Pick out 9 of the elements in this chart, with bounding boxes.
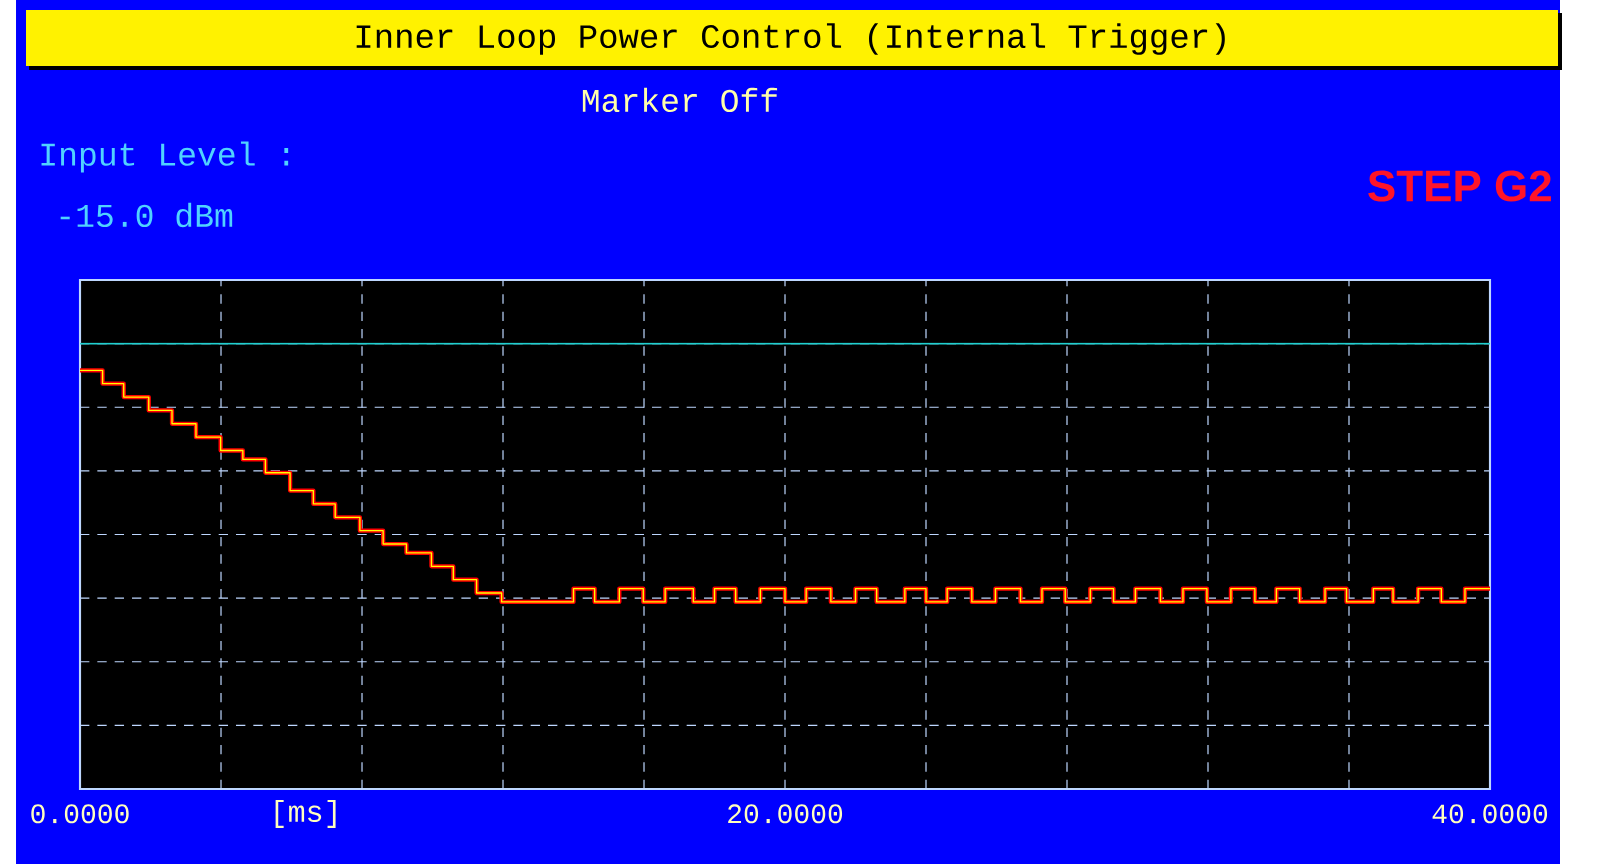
chart-subtitle: Marker Off bbox=[582, 87, 778, 113]
x-tick-label: 0.0000 bbox=[31, 804, 129, 824]
x-axis-title: [ms] bbox=[275, 799, 336, 828]
text: -15.0 dBm bbox=[60, 202, 233, 228]
chart-title: Inner Loop Power Control (Internal Trigger) bbox=[356, 23, 1225, 55]
text: STEP G2 bbox=[1368, 170, 1551, 202]
x-tick-label: 40.0000 bbox=[1432, 804, 1548, 824]
x-tick-label: 20.0000 bbox=[728, 804, 843, 824]
text: Input Level : bbox=[41, 141, 289, 173]
